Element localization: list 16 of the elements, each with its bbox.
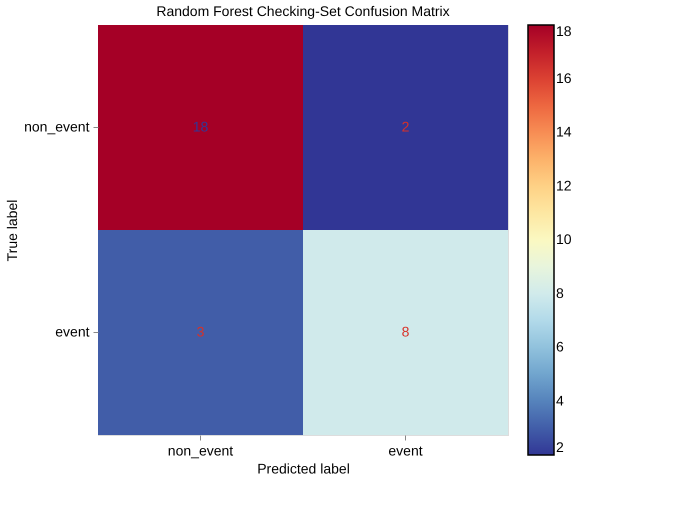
data-label: 8 xyxy=(402,324,410,340)
color-bar-label: 18 xyxy=(556,23,572,39)
color-bar-label: 12 xyxy=(556,177,572,194)
x-axis-title: Predicted label xyxy=(257,460,350,476)
color-bar-label: 4 xyxy=(556,392,564,408)
data-label: 3 xyxy=(196,324,205,340)
color-bar-label: 6 xyxy=(556,338,564,354)
color-bar-label: 16 xyxy=(556,70,572,86)
color-bar-label: 14 xyxy=(556,124,572,140)
chart-title: Random Forest Checking-Set Confusion Matrix xyxy=(156,3,450,19)
data-label: 2 xyxy=(402,118,410,134)
color-bar-label: 10 xyxy=(556,231,572,247)
color-bar-label: 2 xyxy=(556,439,564,455)
data-label: 18 xyxy=(192,118,208,134)
y-axis-title: True label xyxy=(4,200,20,262)
color-bar-label: 8 xyxy=(556,284,564,301)
